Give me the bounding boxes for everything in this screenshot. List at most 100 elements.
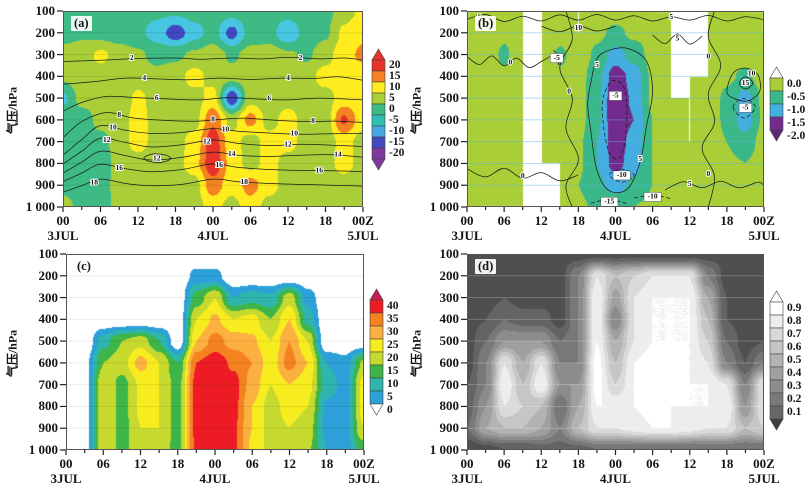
colorbar-tick-label: -0.5 bbox=[787, 91, 805, 103]
contour-label: 12 bbox=[284, 139, 292, 148]
contour-label: 5 bbox=[688, 179, 692, 188]
colorbar-tick-label: -20 bbox=[389, 147, 405, 159]
x-date-label: 4JUL bbox=[199, 471, 231, 486]
colorbar-tick-label: 5 bbox=[387, 391, 393, 403]
x-tick-label: 06 bbox=[244, 213, 257, 228]
y-tick-label: 100 bbox=[439, 246, 460, 261]
contour-label: 0 bbox=[706, 169, 710, 178]
x-tick-label: 00 bbox=[609, 456, 622, 471]
colorbar-tick-label: 0.3 bbox=[787, 380, 802, 392]
contour-label: 0 bbox=[567, 86, 571, 95]
x-tick-label: 06 bbox=[96, 456, 110, 471]
contour-label: 10 bbox=[748, 68, 756, 77]
y-tick-label: 500 bbox=[35, 90, 56, 106]
x-tick-label: 00Z bbox=[353, 456, 375, 471]
x-tick-label: 12 bbox=[683, 456, 697, 471]
contour-label: 4 bbox=[142, 73, 146, 82]
contour-label: 16 bbox=[316, 165, 324, 174]
colorbar-tick-label: 25 bbox=[387, 339, 399, 351]
colorbar-tick-label: 20 bbox=[389, 59, 401, 71]
contour-label: 5 bbox=[595, 60, 599, 69]
contour-label: 10 bbox=[575, 23, 583, 32]
colorbar-d: 0.90.80.70.60.50.40.30.20.1 bbox=[769, 290, 802, 431]
contour-label: 0 bbox=[706, 51, 710, 60]
x-tick-label: 06 bbox=[94, 213, 107, 228]
colorbar-tick-label: 0.5 bbox=[787, 354, 802, 366]
colorbar-tick-label: 0.0 bbox=[787, 78, 802, 90]
x-date-label: 4JUL bbox=[599, 228, 632, 243]
colorbar-tick-label: 10 bbox=[387, 378, 399, 390]
y-axis-title-a: 气压/hPa bbox=[5, 86, 20, 135]
contour-label: 12 bbox=[203, 136, 211, 145]
contour-label: 12 bbox=[153, 153, 161, 162]
contour-label: -10 bbox=[648, 192, 658, 201]
x-tick-label: 12 bbox=[283, 456, 296, 471]
colorbar-tick-label: 40 bbox=[387, 300, 399, 312]
contour-lines-b bbox=[467, 11, 764, 207]
y-tick-label: 700 bbox=[38, 376, 59, 392]
colorbar-tick-label: -1.5 bbox=[787, 117, 805, 129]
axis-ticks-b bbox=[461, 10, 765, 212]
colorbar-tick-label: 0.1 bbox=[787, 406, 802, 418]
colorbar-tick-label: -15 bbox=[389, 136, 405, 148]
contour-label: 14 bbox=[228, 149, 236, 158]
y-axis-title-b: 气压/hPa bbox=[409, 86, 424, 135]
x-date-label: 5JUL bbox=[748, 228, 780, 243]
y-tick-label: 600 bbox=[439, 111, 460, 127]
contour-label: 15 bbox=[742, 78, 750, 87]
colorbar-tick-label: -10 bbox=[389, 125, 405, 137]
x-tick-label: 12 bbox=[683, 213, 697, 228]
colorbar-tick-label: 0 bbox=[387, 404, 393, 416]
x-tick-label: 06 bbox=[497, 456, 511, 471]
contour-label: -5 bbox=[742, 103, 748, 112]
x-tick-label: 00Z bbox=[352, 213, 374, 228]
colorbar-tick-label: 0.7 bbox=[787, 328, 802, 340]
x-tick-label: 06 bbox=[245, 456, 259, 471]
x-tick-label: 00 bbox=[460, 213, 474, 228]
axis-ticks-a bbox=[57, 10, 364, 212]
x-tick-label: 12 bbox=[131, 213, 145, 228]
x-tick-label: 00 bbox=[460, 456, 474, 471]
heatmap-d bbox=[467, 254, 764, 450]
heatmap-a bbox=[63, 11, 363, 207]
x-tick-label: 00 bbox=[56, 213, 70, 228]
y-tick-label: 900 bbox=[38, 420, 59, 436]
contour-label: 5 bbox=[669, 12, 673, 21]
contour-label: 5 bbox=[638, 154, 642, 163]
x-date-label: 4JUL bbox=[197, 228, 229, 243]
y-tick-label: 200 bbox=[439, 24, 460, 40]
y-tick-label: 100 bbox=[35, 3, 56, 18]
plot-overlay-b: 5 51000055-5-101015500-5-15-105-50.0-0.5-… bbox=[461, 10, 805, 212]
y-tick-label: 400 bbox=[439, 311, 460, 327]
heatmap-b bbox=[467, 11, 764, 207]
colorbar-tick-label: 20 bbox=[387, 352, 399, 364]
y-tick-label: 300 bbox=[439, 289, 460, 305]
y-tick-label: 500 bbox=[38, 333, 59, 349]
colorbar-tick-label: -2.0 bbox=[787, 130, 805, 142]
x-date-label: 3JUL bbox=[50, 471, 82, 486]
contour-lines-a bbox=[63, 56, 363, 193]
x-tick-label: 18 bbox=[320, 456, 334, 471]
x-date-label: 5JUL bbox=[348, 471, 380, 486]
contour-label: 5 bbox=[478, 12, 482, 21]
y-tick-label: 700 bbox=[439, 133, 460, 149]
panel-letter-b: (b) bbox=[475, 16, 497, 31]
x-tick-label: 18 bbox=[319, 213, 332, 228]
y-tick-label: 400 bbox=[38, 311, 59, 327]
y-tick-label: 500 bbox=[439, 90, 460, 106]
colorbar-tick-label: 0.2 bbox=[787, 393, 802, 405]
x-tick-label: 18 bbox=[571, 456, 585, 471]
contour-label: 16 bbox=[116, 163, 124, 172]
contour-label: 16 bbox=[216, 160, 224, 169]
contour-label: 2 bbox=[130, 53, 134, 62]
x-tick-label: 12 bbox=[534, 456, 548, 471]
y-tick-label: 300 bbox=[439, 46, 460, 62]
x-tick-label: 18 bbox=[720, 213, 734, 228]
